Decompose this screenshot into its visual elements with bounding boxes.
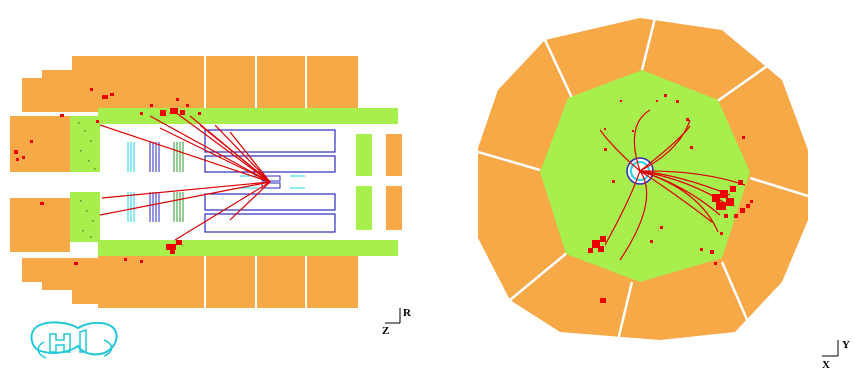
end-axis-indicator (822, 340, 839, 357)
tracks-end (599, 109, 746, 261)
axis-label-y: Y (842, 339, 850, 351)
side-view: Z R H1 (10, 56, 412, 365)
calorimeter-separators-end (477, 17, 809, 341)
end-view: X Y (477, 17, 850, 371)
backward-cells-side (78, 122, 96, 238)
axis-label-x: X (822, 359, 830, 371)
energy-deposits-side (14, 88, 201, 265)
tracks-side (99, 111, 271, 241)
energy-deposits-end (588, 94, 753, 303)
side-axis-indicator (385, 308, 401, 324)
forward-tracker-side (127, 142, 184, 222)
h1-logo-text: H1 (62, 363, 64, 365)
h1-logo (30, 321, 118, 359)
axis-label-z: Z (382, 325, 389, 337)
axis-label-r: R (403, 307, 412, 319)
calorimeter-separators-side (204, 56, 307, 308)
central-tracker-side (204, 129, 336, 233)
